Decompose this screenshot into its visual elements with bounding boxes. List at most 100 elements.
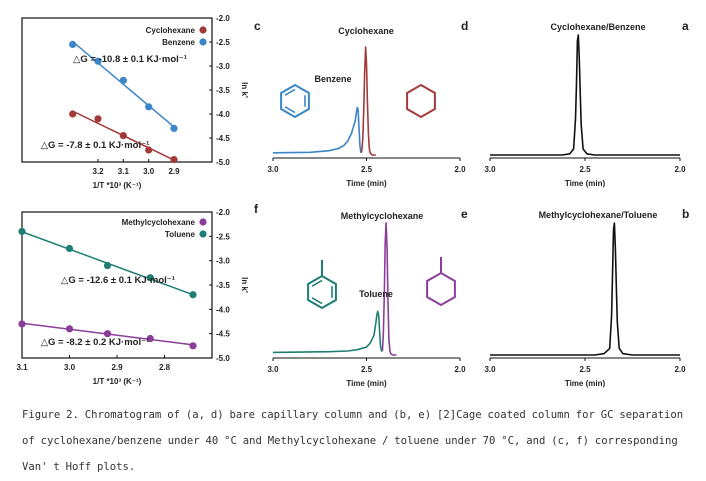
delta-g-annotation-f-2: △G = -8.2 ± 0.2 KJ·mol⁻¹ bbox=[41, 337, 150, 348]
panel-letter-f: f bbox=[254, 202, 259, 216]
y-tick-label-c-3: -3.5 bbox=[216, 86, 230, 95]
benzene-structure bbox=[280, 83, 310, 119]
legend-marker-f-0 bbox=[199, 218, 207, 226]
x-tick-label-d-1: 2.5 bbox=[361, 165, 373, 174]
data-point-f-1-2 bbox=[103, 261, 112, 270]
peak-label-methylcyclohexane: Methylcyclohexane bbox=[341, 211, 424, 221]
x-tick-label-c-3: 2.9 bbox=[168, 167, 180, 176]
panel-letter-b: b bbox=[682, 207, 689, 221]
y-tick-label-f-6: -5.0 bbox=[216, 354, 230, 363]
x-tick-label-c-0: 3.2 bbox=[92, 167, 104, 176]
figure-caption: Figure 2. Chromatogram of (a, d) bare ca… bbox=[22, 402, 692, 480]
x-axis-label-c: 1/T *10³ (K⁻¹) bbox=[93, 181, 142, 190]
series-line-b-0 bbox=[490, 222, 680, 356]
data-point-c-0-0 bbox=[69, 110, 77, 118]
y-tick-label-c-1: -2.5 bbox=[216, 38, 230, 47]
y-tick-label-f-1: -2.5 bbox=[216, 232, 230, 241]
x-tick-label-a-0: 3.0 bbox=[484, 165, 496, 174]
x-tick-label-b-0: 3.0 bbox=[484, 365, 496, 374]
peak-label-toluene: Toluene bbox=[359, 289, 393, 299]
caption-line-3: Van' t Hoff plots. bbox=[22, 461, 136, 473]
methylcyclohexane-structure bbox=[426, 271, 456, 307]
x-axis-label-f: 1/T *10³ (K⁻¹) bbox=[93, 377, 142, 386]
y-tick-label-f-2: -3.0 bbox=[216, 257, 230, 266]
legend-label-f-1: Toluene bbox=[165, 230, 196, 239]
y-tick-label-f-0: -2.0 bbox=[216, 208, 230, 217]
series-line-d-0 bbox=[272, 106, 362, 154]
y-tick-label-c-5: -4.5 bbox=[216, 134, 230, 143]
data-point-f-1-3 bbox=[146, 274, 154, 282]
x-tick-label-f-3: 2.8 bbox=[159, 363, 171, 372]
legend-marker-c-0 bbox=[199, 26, 207, 34]
y-tick-label-c-2: -3.0 bbox=[216, 62, 230, 71]
cyclohexane-structure bbox=[406, 83, 436, 119]
x-axis-label-d: Time (min) bbox=[346, 179, 387, 188]
y-axis-label-f: ln k' bbox=[240, 277, 249, 293]
x-axis-label-a: Time (min) bbox=[565, 179, 606, 188]
toluene-structure-double-bond-1 bbox=[311, 297, 323, 305]
y-axis-label-c: ln k' bbox=[240, 82, 249, 98]
toluene-structure-double-bond-2 bbox=[311, 279, 323, 287]
panel-letter-e: e bbox=[461, 207, 468, 221]
x-tick-label-b-2: 2.0 bbox=[674, 365, 686, 374]
data-point-c-0-1 bbox=[94, 115, 102, 123]
panel-letter-d: d bbox=[461, 19, 468, 33]
x-tick-label-e-0: 3.0 bbox=[267, 365, 279, 374]
data-point-f-0-2 bbox=[103, 330, 112, 338]
x-tick-label-f-2: 2.9 bbox=[111, 363, 123, 372]
data-point-c-1-2 bbox=[119, 76, 127, 84]
data-point-f-0-3 bbox=[146, 334, 154, 343]
y-tick-label-f-4: -4.0 bbox=[216, 305, 230, 314]
data-point-c-0-3 bbox=[145, 146, 153, 154]
data-point-f-0-1 bbox=[65, 325, 74, 333]
data-point-f-1-4 bbox=[189, 291, 197, 299]
data-point-c-0-4 bbox=[170, 156, 178, 164]
toluene-structure bbox=[307, 274, 337, 310]
x-tick-label-f-1: 3.0 bbox=[64, 363, 76, 372]
series-line-e-0 bbox=[272, 310, 383, 354]
series-line-a-0 bbox=[490, 34, 680, 156]
delta-g-annotation-c-2: △G = -7.8 ± 0.1 KJ·mol⁻¹ bbox=[41, 140, 150, 151]
y-tick-label-f-5: -4.5 bbox=[216, 330, 230, 339]
fit-line-c-1 bbox=[72, 40, 175, 128]
caption-line-1: Figure 2. Chromatogram of (a, d) bare ca… bbox=[22, 409, 684, 421]
data-point-c-1-1 bbox=[94, 57, 102, 65]
data-point-c-1-0 bbox=[69, 40, 77, 49]
y-tick-label-c-0: -2.0 bbox=[216, 14, 230, 23]
data-point-f-1-1 bbox=[65, 244, 74, 253]
data-point-f-0-0 bbox=[18, 320, 26, 328]
x-tick-label-a-1: 2.5 bbox=[579, 165, 591, 174]
x-axis-label-b: Time (min) bbox=[565, 379, 606, 388]
legend-label-c-0: Cyclohexane bbox=[146, 26, 196, 35]
legend-label-c-1: Benzene bbox=[162, 38, 195, 47]
x-tick-label-d-2: 2.0 bbox=[454, 165, 466, 174]
legend-marker-c-1 bbox=[199, 38, 207, 46]
x-tick-label-e-1: 2.5 bbox=[361, 365, 373, 374]
peak-label-benzene: Benzene bbox=[314, 74, 351, 84]
chart-title-b: Methylcyclohexane/Toluene bbox=[539, 210, 658, 220]
data-point-f-0-4 bbox=[189, 342, 197, 350]
data-point-f-1-0 bbox=[18, 227, 26, 236]
series-line-d-1 bbox=[360, 46, 376, 156]
y-tick-label-c-6: -5.0 bbox=[216, 158, 230, 167]
benzene-structure-double-bond-1 bbox=[284, 106, 296, 114]
legend-label-f-0: Methylcyclohexane bbox=[122, 218, 196, 227]
caption-line-2: of cyclohexane/benzene under 40 °C and M… bbox=[22, 435, 678, 447]
delta-g-annotation-f-1: △G = -12.6 ± 0.1 KJ·mol⁻¹ bbox=[61, 275, 175, 286]
y-tick-label-c-4: -4.0 bbox=[216, 110, 230, 119]
panel-letter-a: a bbox=[682, 19, 689, 33]
x-tick-label-c-1: 3.1 bbox=[118, 167, 130, 176]
y-tick-label-f-3: -3.5 bbox=[216, 281, 230, 290]
series-line-e-1 bbox=[381, 222, 397, 356]
x-tick-label-b-1: 2.5 bbox=[579, 365, 591, 374]
figure: 3.0 2.5 2.0 Time (min) a Cyclohexane/Benzene 3… bbox=[16, 14, 689, 388]
data-point-c-1-4 bbox=[170, 124, 178, 132]
x-tick-label-a-2: 2.0 bbox=[674, 165, 686, 174]
x-axis-label-e: Time (min) bbox=[346, 379, 387, 388]
x-tick-label-d-0: 3.0 bbox=[267, 165, 279, 174]
benzene-structure-double-bond-2 bbox=[284, 88, 296, 96]
x-tick-label-c-2: 3.0 bbox=[143, 167, 155, 176]
x-tick-label-f-0: 3.1 bbox=[16, 363, 28, 372]
peak-label-cyclohexane: Cyclohexane bbox=[338, 26, 394, 36]
chart-title-a: Cyclohexane/Benzene bbox=[550, 22, 645, 32]
